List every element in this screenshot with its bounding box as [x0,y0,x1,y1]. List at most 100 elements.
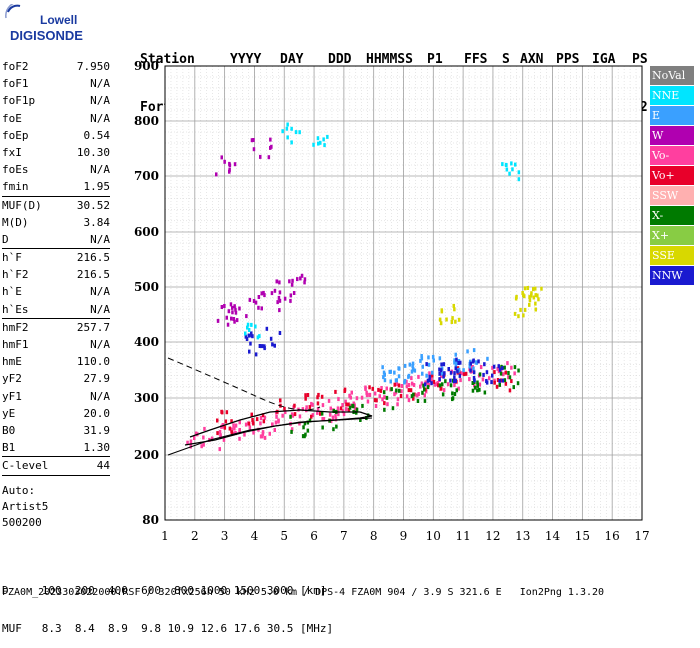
param-value: N/A [90,285,110,299]
echo-mark-voplus [437,383,440,388]
y-tick-label: 200 [134,448,159,462]
echo-mark-vominus [277,419,280,424]
echo-mark-vominus [238,420,241,425]
echo-mark-vominus [273,428,276,432]
x-tick-label: 5 [280,529,288,543]
echo-mark-nnw [245,337,249,341]
param-label: D [2,232,9,246]
echo-mark-e [455,361,458,366]
echo-mark-nne [317,141,320,146]
echo-mark-nnw [498,378,501,383]
echo-mark-vominus [311,413,315,418]
echo-mark-nnw [443,371,446,376]
echo-mark-xminus [471,388,475,393]
legend-item-ssw: SSW [650,185,694,206]
echo-mark-nnw [263,346,266,351]
echo-mark-vominus [203,426,206,431]
echo-mark-w [259,154,262,159]
echo-mark-vominus [316,410,319,415]
echo-mark-w [233,319,236,324]
echo-mark-nne [246,322,250,327]
echo-mark-nne [281,129,284,134]
echo-mark-e [454,352,457,357]
echo-mark-e [453,358,456,363]
echo-mark-e [486,356,489,361]
echo-mark-voplus [397,383,401,388]
legend-item-nnw: NNW [650,265,694,286]
param-row: fxI 10.30 [2,144,110,161]
echo-mark-nnw [439,368,443,373]
legend-item-vominus: Vo- [650,145,694,166]
echo-mark-vominus [479,365,483,369]
echo-mark-nnw [440,362,443,367]
echo-mark-w [267,155,271,160]
echo-mark-sse [534,293,537,298]
echo-mark-nne [254,324,257,329]
echo-mark-voplus [464,371,468,376]
y-tick-label: 500 [134,280,159,294]
echo-mark-voplus [262,419,266,424]
x-tick-label: 12 [485,529,500,543]
echo-mark-vominus [460,371,463,376]
param-label: C-level [2,459,49,473]
param-label: foEs [2,163,29,177]
echo-mark-vominus [412,383,416,387]
echo-mark-e [403,363,407,368]
echo-mark-sse [519,307,522,312]
muf-value-row: MUF 8.3 8.4 8.9 9.8 10.9 12.6 17.6 30.5 … [2,621,334,635]
echo-mark-vominus [328,412,332,417]
echo-mark-vominus [334,413,337,418]
echo-mark-xminus [476,383,479,388]
echo-mark-nne [323,143,326,148]
echo-mark-nne [286,135,289,140]
param-value: 3.84 [83,215,111,229]
echo-mark-vominus [290,427,294,432]
y-tick-label: 900 [134,59,159,73]
echo-mark-nnw [453,375,456,380]
echo-mark-w [275,279,278,284]
param-label: fxI [2,145,22,159]
echo-mark-nnw [269,336,273,341]
echo-mark-e [408,362,412,367]
x-tick-label: 13 [515,529,530,543]
param-label: h`E [2,285,22,299]
echo-mark-e [462,368,465,373]
echo-mark-xminus [444,379,447,384]
echo-mark-w [303,280,306,285]
echo-mark-vominus [420,381,424,386]
echo-mark-voplus [306,393,310,397]
echo-mark-nnw [455,357,458,362]
echo-mark-nnw [501,378,505,383]
echo-mark-e [457,367,461,372]
f-trace-line [184,409,373,446]
echo-mark-voplus [383,401,386,406]
echo-mark-vominus [232,423,235,428]
profile-dashed-line [167,357,321,411]
echo-mark-vominus [243,432,246,437]
echo-mark-w [291,278,294,283]
echo-mark-nnw [490,380,493,385]
echo-mark-e [383,372,386,377]
echo-mark-xminus [441,382,444,387]
echo-mark-nnw [472,370,476,375]
echo-mark-vominus [383,395,386,400]
echo-mark-voplus [320,394,324,399]
echo-mark-vominus [373,391,377,396]
echo-mark-sse [450,320,454,324]
echo-mark-xminus [412,392,415,397]
echo-mark-nne [508,171,511,176]
echo-mark-xminus [471,381,474,385]
param-value: 257.7 [76,320,110,334]
y-tick-label: 800 [134,114,159,128]
echo-mark-vominus [440,374,443,379]
echo-mark-vominus [316,407,320,412]
echo-mark-voplus [304,393,307,398]
echo-mark-w [260,291,263,296]
x-tick-label: 10 [426,529,441,543]
echo-mark-e [382,375,385,380]
echo-mark-nnw [498,367,502,372]
echo-mark-vominus [219,434,222,439]
x-tick-label: 4 [251,529,259,543]
logo-line2: DIGISONDE [10,28,83,43]
echo-mark-nne [247,328,251,332]
